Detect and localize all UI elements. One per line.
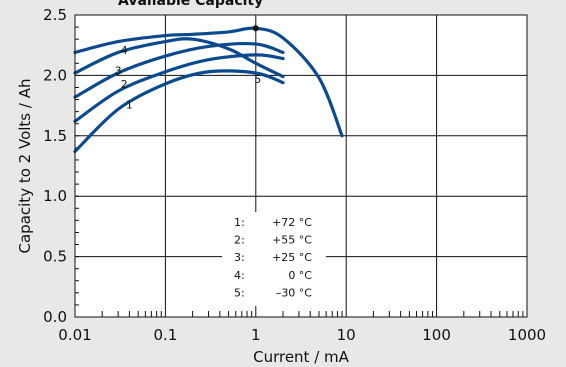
y-axis-title: Capacity to 2 Volts / Ah: [16, 79, 34, 254]
legend-key: 1:: [234, 216, 245, 229]
y-tick-label: 1.0: [43, 187, 67, 205]
legend-key: 5:: [234, 286, 245, 299]
x-tick-labels: 0.01 0.1 1 10 100 1000: [58, 326, 546, 344]
curves: [73, 25, 344, 154]
x-axis-title: Current / mA: [253, 348, 350, 366]
y-tick-label: 2.5: [43, 6, 67, 24]
x-tick-label: 0.1: [153, 326, 177, 344]
y-tick-label: 1.5: [43, 127, 67, 145]
series-line-3: [73, 42, 285, 99]
legend-value: +25 °C: [272, 251, 312, 264]
plot-frame: [74, 14, 528, 318]
series-line-2: [73, 53, 285, 123]
legend-value: +55 °C: [272, 234, 312, 247]
y-tick-label: 0.0: [43, 308, 67, 326]
x-tick-label: 10: [337, 326, 356, 344]
curve-label-3: 3: [115, 65, 122, 78]
y-tick-labels: 0.0 0.5 1.0 1.5 2.0 2.5: [43, 6, 67, 326]
legend-key: 3:: [234, 251, 245, 264]
x-tick-label: 1: [251, 326, 261, 344]
series-line-4: [73, 37, 285, 79]
legend-value: +72 °C: [272, 216, 312, 229]
curve-label-4: 4: [121, 44, 128, 57]
y-tick-label: 0.5: [43, 248, 67, 266]
series-line-1: [73, 69, 285, 154]
curve-label-1: 1: [126, 98, 133, 111]
legend-value: 0 °C: [288, 269, 312, 282]
legend-key: 4:: [234, 269, 245, 282]
y-tick-label: 2.0: [43, 66, 67, 84]
x-tick-label: 1000: [508, 326, 546, 344]
x-tick-label: 100: [422, 326, 451, 344]
legend-box: [222, 212, 326, 306]
minor-ticks: [75, 14, 524, 318]
legend: 1: +72 °C 2: +55 °C 3: +25 °C 4: 0 °C 5: –30 °C: [222, 212, 326, 306]
curve-label-2: 2: [121, 78, 128, 91]
curve-label-5: 5: [254, 73, 261, 86]
grid: [74, 14, 528, 318]
legend-key: 2:: [234, 234, 245, 247]
peak-marker: [252, 25, 259, 32]
chart-title: Available Capacity: [118, 0, 263, 9]
x-tick-label: 0.01: [58, 326, 91, 344]
series-line-5: [73, 26, 344, 138]
legend-value: –30 °C: [276, 286, 312, 299]
